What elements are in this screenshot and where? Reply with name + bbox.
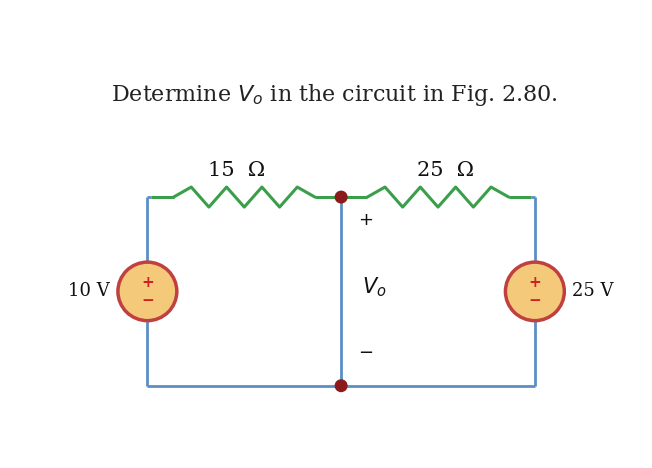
Text: −: − <box>358 344 374 362</box>
Circle shape <box>505 262 565 321</box>
Circle shape <box>335 380 347 392</box>
Text: +: + <box>141 275 154 290</box>
Circle shape <box>118 262 177 321</box>
Circle shape <box>335 191 347 203</box>
Text: −: − <box>141 292 154 307</box>
Text: Determine $V_o$ in the circuit in Fig. 2.80.: Determine $V_o$ in the circuit in Fig. 2… <box>111 81 557 108</box>
Text: +: + <box>529 275 541 290</box>
Text: −: − <box>529 292 541 307</box>
Text: +: + <box>358 211 373 229</box>
Text: $V_o$: $V_o$ <box>362 276 387 300</box>
Text: 10 V: 10 V <box>68 282 110 300</box>
Text: 25 V: 25 V <box>572 282 614 300</box>
Text: 15  Ω: 15 Ω <box>208 161 265 180</box>
Text: 25  Ω: 25 Ω <box>417 161 474 180</box>
